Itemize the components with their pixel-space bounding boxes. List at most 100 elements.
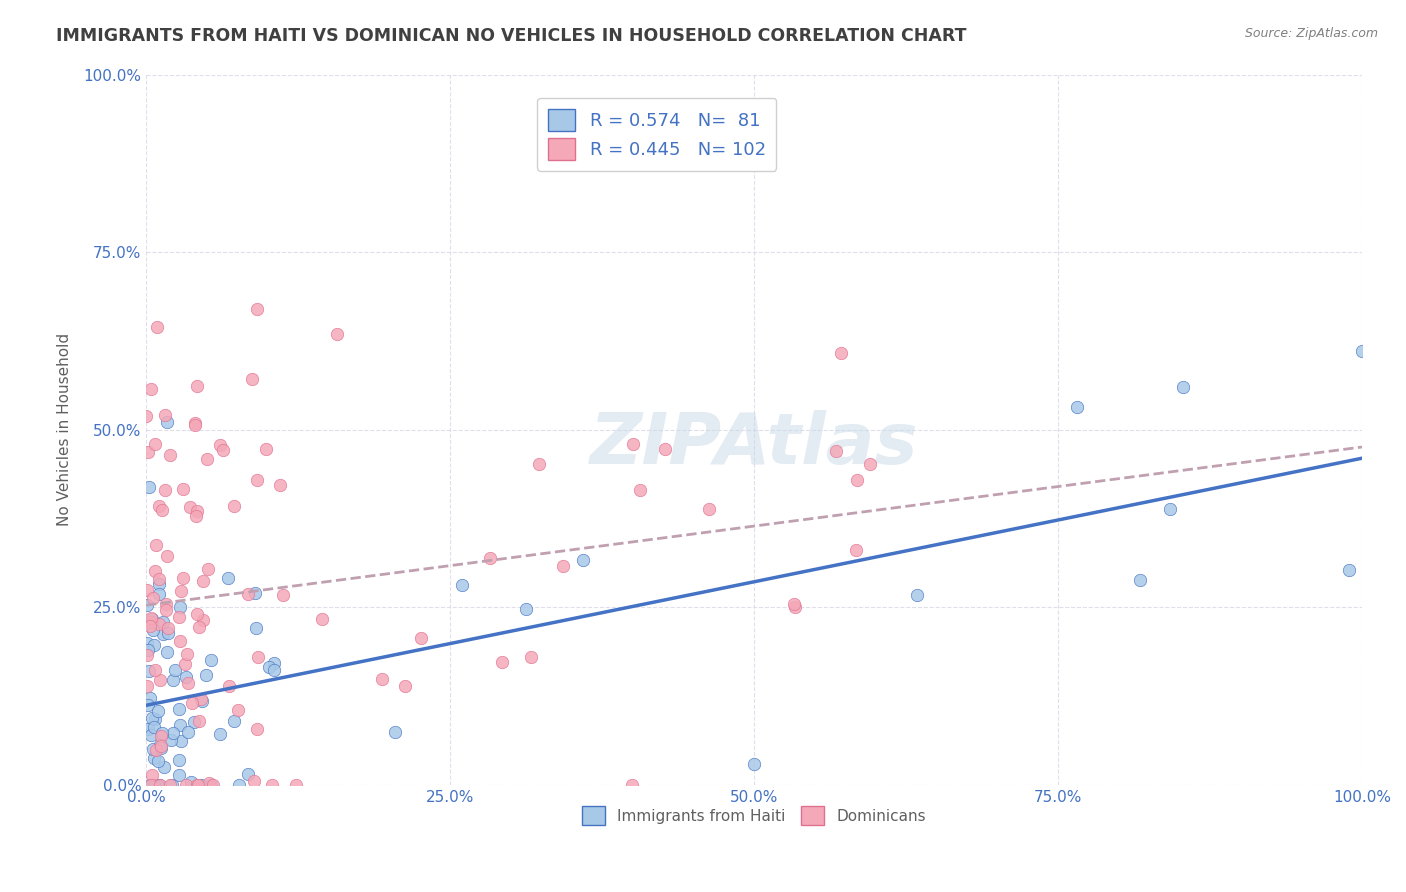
Point bbox=[284, 778, 307, 792]
Point bbox=[169, 702, 191, 716]
Point bbox=[150, 503, 173, 517]
Point bbox=[571, 553, 593, 567]
Point bbox=[186, 607, 208, 622]
Point bbox=[162, 673, 184, 687]
Point bbox=[173, 657, 195, 672]
Point bbox=[186, 778, 208, 792]
Point bbox=[311, 612, 333, 626]
Point bbox=[141, 778, 163, 792]
Point bbox=[273, 588, 295, 602]
Point bbox=[859, 457, 882, 471]
Point bbox=[160, 733, 183, 747]
Point bbox=[1129, 573, 1152, 587]
Point bbox=[148, 617, 170, 632]
Point bbox=[208, 438, 231, 452]
Point bbox=[394, 679, 416, 693]
Point bbox=[135, 409, 157, 424]
Point bbox=[138, 664, 160, 678]
Point bbox=[149, 738, 172, 752]
Point bbox=[551, 558, 574, 573]
Point bbox=[190, 778, 212, 792]
Point bbox=[184, 509, 207, 524]
Point bbox=[180, 774, 202, 789]
Point bbox=[260, 778, 283, 792]
Point bbox=[450, 578, 472, 592]
Point bbox=[155, 603, 177, 617]
Point bbox=[212, 442, 235, 457]
Point bbox=[197, 562, 219, 576]
Point bbox=[195, 451, 218, 466]
Point bbox=[136, 444, 159, 458]
Point bbox=[157, 621, 180, 635]
Text: Source: ZipAtlas.com: Source: ZipAtlas.com bbox=[1244, 27, 1378, 40]
Point bbox=[621, 436, 644, 450]
Point bbox=[246, 473, 269, 487]
Point bbox=[146, 705, 169, 719]
Point bbox=[628, 483, 651, 497]
Point bbox=[217, 571, 239, 585]
Point bbox=[218, 680, 240, 694]
Point bbox=[699, 502, 721, 516]
Point bbox=[187, 778, 209, 792]
Point bbox=[169, 718, 191, 732]
Point bbox=[183, 418, 205, 433]
Legend: Immigrants from Haiti, Dominicans: Immigrants from Haiti, Dominicans bbox=[574, 797, 935, 834]
Point bbox=[141, 612, 163, 626]
Point bbox=[1351, 343, 1374, 358]
Point bbox=[141, 778, 163, 792]
Point bbox=[246, 301, 269, 316]
Point bbox=[135, 636, 157, 650]
Point bbox=[162, 778, 184, 792]
Point bbox=[159, 449, 181, 463]
Point bbox=[222, 499, 245, 513]
Point bbox=[478, 550, 501, 565]
Point bbox=[143, 664, 166, 678]
Point bbox=[1339, 563, 1361, 577]
Point bbox=[208, 727, 231, 741]
Point bbox=[146, 778, 169, 792]
Point bbox=[153, 483, 176, 497]
Point bbox=[148, 754, 170, 768]
Point bbox=[1171, 380, 1194, 394]
Point bbox=[245, 621, 267, 635]
Point bbox=[742, 756, 765, 771]
Point bbox=[169, 633, 191, 648]
Point bbox=[243, 774, 266, 789]
Point bbox=[174, 778, 197, 792]
Point bbox=[149, 778, 172, 792]
Point bbox=[136, 598, 159, 612]
Point bbox=[184, 416, 207, 430]
Point bbox=[143, 751, 166, 765]
Point bbox=[162, 726, 184, 740]
Point bbox=[846, 473, 869, 487]
Point bbox=[243, 586, 266, 600]
Point bbox=[520, 650, 543, 665]
Point bbox=[269, 478, 291, 492]
Point bbox=[155, 408, 177, 422]
Point bbox=[139, 728, 162, 742]
Point bbox=[183, 714, 205, 729]
Point bbox=[149, 673, 172, 687]
Point bbox=[177, 725, 200, 739]
Point bbox=[142, 742, 165, 756]
Text: ZIPAtlas: ZIPAtlas bbox=[591, 409, 918, 478]
Point bbox=[148, 778, 170, 792]
Point bbox=[135, 679, 157, 693]
Point bbox=[156, 415, 179, 429]
Point bbox=[167, 610, 190, 624]
Point bbox=[172, 571, 194, 585]
Point bbox=[145, 320, 167, 334]
Point bbox=[186, 379, 208, 393]
Point bbox=[149, 741, 172, 756]
Point bbox=[326, 326, 349, 341]
Point bbox=[845, 543, 868, 558]
Point bbox=[148, 587, 170, 601]
Point bbox=[201, 778, 224, 792]
Point bbox=[142, 591, 165, 606]
Point bbox=[226, 703, 249, 717]
Point bbox=[370, 672, 392, 686]
Point bbox=[1066, 400, 1088, 414]
Point bbox=[142, 720, 165, 734]
Point bbox=[193, 614, 215, 628]
Point bbox=[172, 482, 194, 496]
